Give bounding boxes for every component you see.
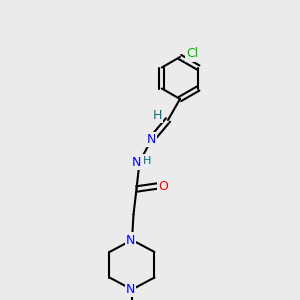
Text: N: N <box>147 133 156 146</box>
Text: H: H <box>153 109 162 122</box>
Text: Cl: Cl <box>186 47 198 61</box>
Text: N: N <box>126 233 135 247</box>
Text: H: H <box>143 155 151 166</box>
Text: N: N <box>132 155 141 169</box>
Text: O: O <box>159 179 168 193</box>
Text: N: N <box>126 283 135 296</box>
